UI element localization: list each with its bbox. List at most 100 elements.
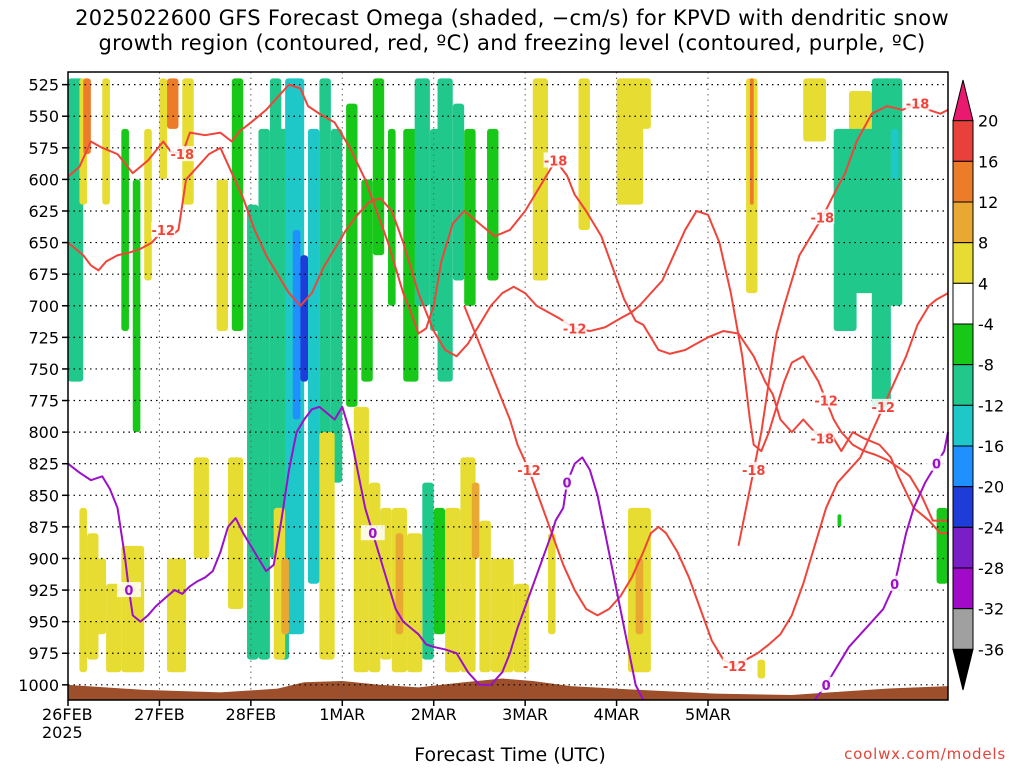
omega-cell <box>144 128 152 281</box>
colorbar-swatch <box>952 567 974 610</box>
contour-label: -18 <box>811 432 835 447</box>
x-tick-label: 5MAR <box>685 705 731 724</box>
colorbar-label: -16 <box>978 437 1004 456</box>
contour-label: -18 <box>906 98 930 113</box>
y-tick-label: 850 <box>28 486 59 505</box>
colorbar-swatch <box>952 160 974 203</box>
contour-label-bg <box>360 525 385 541</box>
omega-cell <box>548 533 556 635</box>
x-year-label: 2025 <box>42 723 83 742</box>
contour-label: 0 <box>822 679 831 694</box>
contour-line <box>813 431 949 701</box>
contour-label-bg <box>116 582 141 598</box>
contour-label-bg <box>810 430 835 446</box>
colorbar-label: 20 <box>978 112 998 131</box>
colorbar-swatch <box>952 120 974 162</box>
omega-cell <box>433 507 446 635</box>
colorbar-label: -36 <box>978 640 1004 659</box>
y-tick-label: 750 <box>28 360 59 379</box>
omega-cell <box>936 507 948 584</box>
omega-cell <box>395 533 404 635</box>
omega-cell <box>757 659 766 679</box>
contour-line <box>67 146 948 522</box>
omega-cell <box>132 179 141 433</box>
omega-cell <box>346 103 358 407</box>
contour-label: -12 <box>814 395 838 410</box>
colorbar-label: -12 <box>978 396 1004 415</box>
omega-cell <box>479 520 491 673</box>
omega-cell <box>193 457 209 559</box>
contour-label: -18 <box>544 154 568 169</box>
contour-line <box>67 83 948 535</box>
omega-cell <box>319 432 335 660</box>
y-tick-label: 900 <box>28 549 59 568</box>
contour-label: 0 <box>890 578 899 593</box>
omega-cell <box>445 507 461 673</box>
omega-cell <box>452 103 465 281</box>
omega-cell <box>380 507 392 660</box>
contour-label: -18 <box>811 211 835 226</box>
plot-frame <box>67 71 949 701</box>
colorbar-swatch <box>952 79 974 122</box>
colorbar-label: -20 <box>978 478 1004 497</box>
colorbar-label: -8 <box>978 356 994 375</box>
omega-cell <box>422 482 434 660</box>
contour-label-bg <box>905 95 930 111</box>
contour-label: 0 <box>368 527 377 542</box>
colorbar-label: -32 <box>978 600 1004 619</box>
x-tick-label: 1MAR <box>319 705 365 724</box>
contour-label-bg <box>170 146 195 162</box>
y-tick-label: 775 <box>28 392 59 411</box>
omega-cell <box>94 558 107 635</box>
omega-cell <box>159 78 168 180</box>
colorbar-label: 12 <box>978 193 998 212</box>
contour-label-bg <box>722 657 747 673</box>
contour-label: -12 <box>871 401 895 416</box>
colorbar-swatch <box>952 404 974 447</box>
colorbar-label: 4 <box>978 274 988 293</box>
colorbar-swatch <box>952 486 974 528</box>
omega-cell <box>106 583 122 673</box>
omega-cell <box>532 78 548 281</box>
contour-line <box>463 292 949 667</box>
omega-cell <box>487 128 499 281</box>
chart-title: 2025022600 GFS Forecast Omega (shaded, −… <box>0 6 1024 56</box>
y-tick-label: 875 <box>28 518 59 537</box>
omega-cell <box>361 179 373 382</box>
contour-label: -12 <box>563 323 587 338</box>
contour-label-bg <box>810 209 835 225</box>
omega-cell <box>182 78 194 205</box>
omega-cell <box>79 507 88 673</box>
omega-cell <box>749 78 754 205</box>
x-tick-label: 3MAR <box>502 705 548 724</box>
omega-cell <box>281 558 289 635</box>
x-tick-label: 26FEB <box>42 705 93 724</box>
y-tick-label: 1000 <box>18 676 59 695</box>
contour-label: -18 <box>171 148 195 163</box>
x-tick-label: 2MAR <box>411 705 457 724</box>
colorbar: 20 16 12 8 4 -4 -8 -12 -16 -20 -24 -28 -32 -36 <box>952 79 1004 691</box>
contour-layer: -18 -18 -18 -18 -18 -18 -12 -12 -12 -12 -12 -12 0 0 0 0… <box>67 83 949 701</box>
contour-label: -12 <box>723 660 747 675</box>
omega-cell <box>883 78 903 306</box>
contour-label-bg <box>562 320 587 336</box>
omega-cell <box>228 457 244 610</box>
contour-label: -18 <box>742 464 766 479</box>
omega-cell <box>635 558 644 635</box>
source-credit[interactable]: coolwx.com/models <box>844 745 1006 763</box>
omega-cell <box>330 128 343 483</box>
omega-cell <box>292 229 301 420</box>
omega-cell <box>837 514 842 527</box>
omega-cell <box>407 533 423 673</box>
chart-title-line-1: 2025022600 GFS Forecast Omega (shaded, −… <box>75 6 949 30</box>
colorbar-label: 8 <box>978 234 988 253</box>
omega-cell <box>83 78 91 155</box>
x-tick-label: 27FEB <box>134 705 185 724</box>
y-tick-label: 950 <box>28 613 59 632</box>
contour-label: 0 <box>563 477 572 492</box>
x-tick-label: 4MAR <box>594 705 640 724</box>
contour-label-bg <box>741 462 766 478</box>
y-tick-label: 725 <box>28 328 59 347</box>
colorbar-label: -24 <box>978 518 1004 537</box>
